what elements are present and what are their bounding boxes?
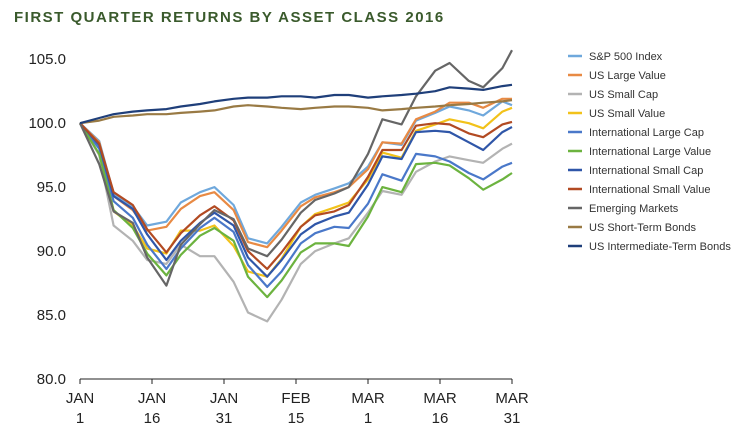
legend-label: International Small Value <box>589 184 710 196</box>
legend-label: US Short-Term Bonds <box>589 222 696 234</box>
series-lines <box>79 49 513 323</box>
y-tick-label: 105.0 <box>28 51 66 68</box>
legend-label: S&P 500 Index <box>589 51 663 63</box>
legend-label: International Large Cap <box>589 127 704 139</box>
series-line-5 <box>79 122 513 299</box>
x-tick-label-day: 16 <box>144 410 161 427</box>
legend-label: US Large Value <box>589 70 666 82</box>
series-line-0 <box>79 100 513 245</box>
series-line-10 <box>79 83 513 125</box>
series-line-9 <box>79 99 513 125</box>
y-tick-label: 85.0 <box>37 307 66 324</box>
y-tick-label: 80.0 <box>37 371 66 388</box>
series-line-4 <box>79 122 513 288</box>
x-tick-label-day: 31 <box>504 410 521 427</box>
legend-label: International Small Cap <box>589 165 703 177</box>
x-tick-label-month: MAR <box>495 390 529 407</box>
x-tick-label-day: 16 <box>432 410 449 427</box>
x-tick-label-month: MAR <box>423 390 457 407</box>
series-line-8 <box>79 49 513 287</box>
x-tick-label-month: FEB <box>281 390 310 407</box>
legend-label: US Small Cap <box>589 89 658 101</box>
series-line-7 <box>79 120 513 271</box>
legend-label: US Small Value <box>589 108 665 120</box>
legend-label: US Intermediate-Term Bonds <box>589 241 731 253</box>
series-line-6 <box>79 122 513 278</box>
x-tick-label-day: 15 <box>288 410 305 427</box>
legend: S&P 500 Index US Large Value US Small Cap U… <box>568 51 731 253</box>
chart-title: FIRST QUARTER RETURNS BY ASSET CLASS 201… <box>14 9 445 26</box>
axes: 80.0 85.0 90.0 95.0 100.0 105.0 JAN 1 JAN 16 JAN 31… <box>28 51 528 427</box>
x-tick-label-month: JAN <box>66 390 94 407</box>
x-tick-label-day: 1 <box>364 410 372 427</box>
y-tick-label: 100.0 <box>28 115 66 132</box>
x-tick-label-month: JAN <box>138 390 166 407</box>
x-tick-label-day: 31 <box>216 410 233 427</box>
legend-label: Emerging Markets <box>589 203 679 215</box>
x-tick-label-day: 1 <box>76 410 84 427</box>
x-tick-label-month: JAN <box>210 390 238 407</box>
y-tick-label: 95.0 <box>37 179 66 196</box>
y-tick-label: 90.0 <box>37 243 66 260</box>
x-tick-label-month: MAR <box>351 390 385 407</box>
legend-label: International Large Value <box>589 146 711 158</box>
